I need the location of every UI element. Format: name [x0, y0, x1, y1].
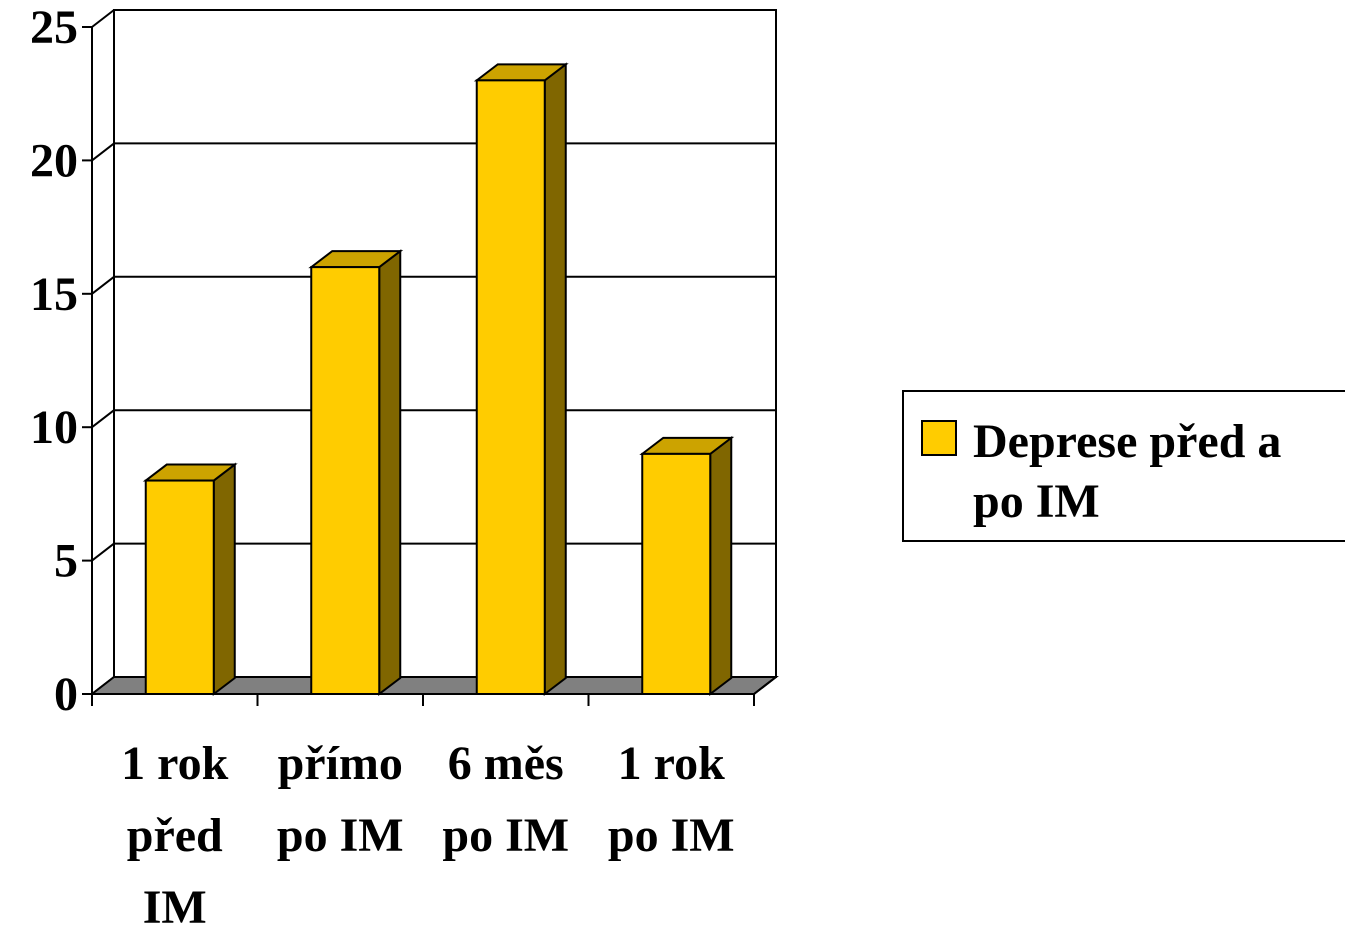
gridline-depth [91, 542, 115, 562]
y-tick-label: 25 [30, 1, 78, 54]
bar-side [543, 62, 567, 697]
x-tick-label: po IM [277, 809, 404, 862]
legend-label: Deprese před a [973, 415, 1281, 468]
y-tick-label: 0 [54, 668, 78, 721]
x-tick-label: 6 měs [448, 737, 564, 790]
axes [91, 27, 777, 706]
y-tick-label: 10 [30, 401, 78, 454]
x-axis-ticks: 1 rok před IM přímo po IM 6 měs po IM 1 rok po I… [121, 737, 734, 926]
x-tick-label: po IM [442, 809, 569, 862]
legend-swatch [921, 420, 957, 456]
legend-label: po IM [973, 475, 1100, 528]
y-tick-label: 5 [54, 535, 78, 588]
y-tick-label: 15 [30, 268, 78, 321]
bar-front [310, 266, 381, 695]
legend-box [902, 390, 1345, 542]
gridline-depth [91, 142, 115, 162]
floor-edge [753, 676, 777, 695]
gridline-depth [91, 9, 115, 28]
bar-front [641, 452, 712, 695]
x-tick-label: po IM [608, 809, 735, 862]
bar-side [378, 249, 402, 697]
x-tick-label: 1 rok [121, 737, 228, 790]
bar-front [475, 79, 546, 696]
bar [473, 62, 569, 697]
legend: Deprese před a po IM [902, 390, 1345, 542]
bar-side [212, 462, 236, 697]
bar-side [709, 435, 733, 697]
y-axis-ticks: 0 5 10 15 20 25 [30, 1, 92, 721]
gridline-depth [91, 276, 115, 295]
bar [142, 462, 238, 697]
bars [142, 62, 735, 697]
y-tick-label: 20 [30, 134, 78, 187]
bar [308, 249, 404, 697]
x-tick-label: IM [143, 881, 207, 926]
bar [639, 435, 735, 697]
bar-front [144, 479, 215, 695]
x-tick-label: před [127, 809, 223, 862]
gridline-depth [91, 409, 115, 428]
x-tick-label: přímo [278, 737, 403, 790]
x-tick-label: 1 rok [618, 737, 725, 790]
